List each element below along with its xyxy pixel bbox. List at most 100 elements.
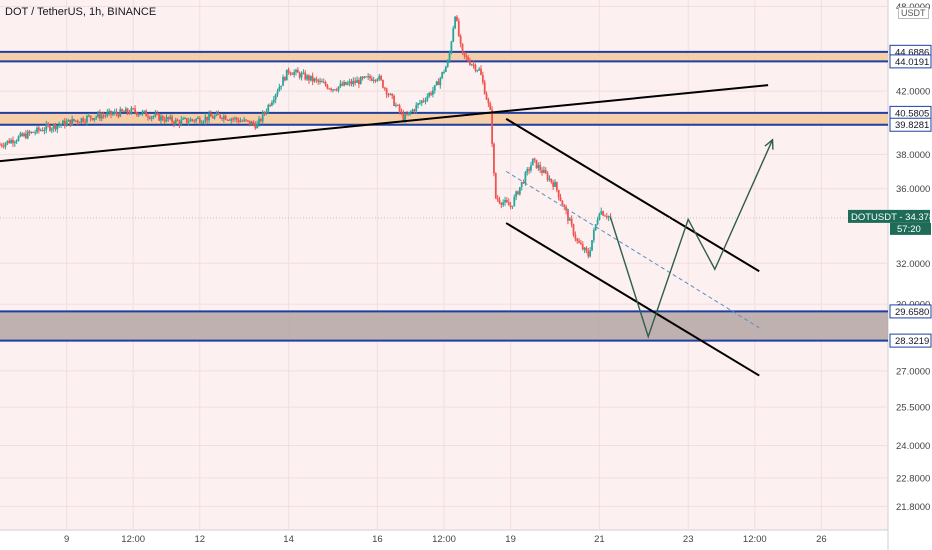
y-tick-label: 32.0000 [896, 259, 930, 270]
candle-body [609, 216, 612, 218]
candle-body [232, 118, 234, 120]
candle-body [348, 81, 351, 84]
candle-body [544, 169, 547, 174]
candle-body [319, 80, 321, 82]
candle-body [541, 170, 543, 173]
candle-body [493, 143, 495, 174]
candle-body [132, 108, 135, 110]
candle-body [563, 205, 566, 207]
candle-body [296, 69, 299, 73]
candle-body [598, 213, 601, 220]
candle-body [285, 69, 288, 81]
candle-body [189, 119, 192, 122]
candle-body [145, 110, 148, 117]
candle-body [365, 76, 368, 78]
unit-badge[interactable]: USDT [898, 7, 929, 19]
candle-body [439, 77, 442, 86]
candle-body [350, 81, 353, 85]
candle-body [156, 113, 159, 115]
candle-body [78, 122, 81, 124]
candle-body [502, 202, 505, 205]
y-tick-label: 27.0000 [896, 366, 930, 377]
candle-body [50, 128, 53, 131]
x-tick-label: 14 [283, 534, 294, 545]
candle-body [43, 130, 46, 132]
candle-body [432, 90, 434, 95]
candle-body [39, 130, 42, 132]
candle-body [0, 144, 1, 146]
candle-body [62, 120, 64, 125]
candle-body [395, 104, 397, 106]
candle-body [535, 159, 538, 169]
candle-body [197, 117, 199, 119]
candle-body [252, 121, 255, 125]
candle-body [49, 125, 51, 131]
y-tick-label: 38.0000 [896, 150, 930, 161]
candle-body [243, 119, 246, 122]
candle-body [430, 92, 432, 95]
candle-body [160, 116, 162, 121]
candle-body [121, 109, 123, 112]
candle-body [465, 55, 468, 58]
candle-body [317, 79, 320, 82]
candle-body [182, 118, 185, 120]
candle-body [415, 105, 418, 112]
candle-body [185, 118, 188, 123]
candle-body [456, 16, 458, 21]
candle-body [398, 105, 401, 112]
candle-body [91, 118, 94, 120]
candle-body [552, 182, 555, 187]
candle-body [441, 72, 444, 78]
candle-body [250, 121, 253, 125]
chart-title: DOT / TetherUS, 1h, BINANCE [5, 6, 157, 18]
candle-body [372, 79, 375, 81]
candle-body [8, 140, 11, 144]
candle-body [419, 102, 421, 104]
candle-body [404, 114, 407, 121]
candle-body [54, 124, 57, 130]
candle-body [356, 80, 358, 83]
candle-body [36, 127, 38, 133]
candle-body [367, 76, 370, 78]
candle-body [298, 72, 301, 78]
candle-body [173, 121, 175, 124]
candle-body [370, 78, 373, 81]
candle-body [507, 202, 510, 206]
candle-body [274, 94, 277, 100]
channel-lower [505, 222, 760, 377]
candle-body [444, 66, 447, 72]
candle-body [117, 113, 120, 117]
level-tag-label: 44.0191 [895, 57, 929, 68]
candle-body [321, 80, 323, 83]
y-tick-label: 42.0000 [896, 87, 930, 98]
candle-body [106, 112, 109, 116]
candle-body [574, 234, 577, 239]
candle-body [389, 93, 392, 95]
candle-body [19, 133, 22, 137]
candle-body [139, 114, 142, 116]
level-tag-label: 39.8281 [895, 120, 929, 131]
candle-body [452, 28, 455, 42]
candle-body [454, 16, 456, 29]
candle-body [256, 123, 259, 129]
candle-body [136, 112, 138, 116]
candle-body [583, 247, 586, 250]
x-tick-label: 12:00 [743, 534, 767, 545]
candle-body [428, 92, 431, 97]
candle-body [291, 73, 294, 75]
countdown-tag [890, 222, 931, 235]
candle-body [265, 111, 268, 114]
candle-body [494, 173, 497, 199]
candle-body [481, 74, 484, 83]
projection-arrowhead [764, 138, 774, 150]
candle-body [476, 70, 479, 72]
candle-body [383, 87, 386, 89]
candle-body [400, 111, 403, 113]
candle-body [413, 109, 416, 112]
candle-body [23, 133, 25, 137]
candle-body [163, 120, 166, 122]
candle-body [406, 114, 408, 116]
candle-body [269, 105, 271, 107]
candle-body [272, 99, 275, 103]
